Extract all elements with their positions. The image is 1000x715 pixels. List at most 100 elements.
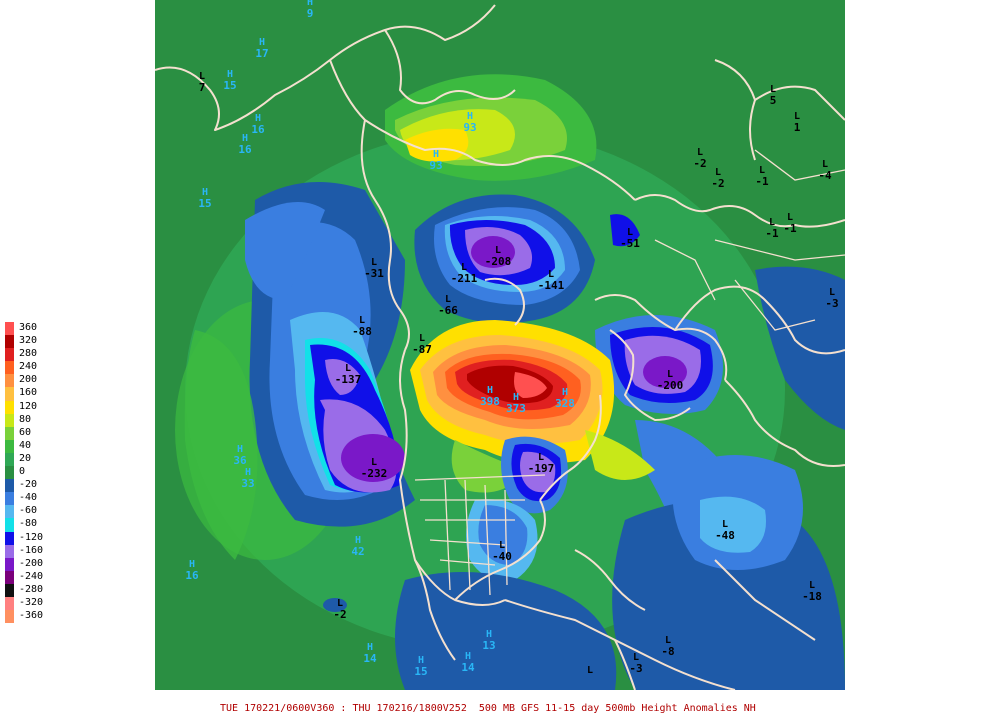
legend-swatch [5,335,14,349]
anomaly-value: -141 [538,279,565,292]
anomaly-value: -2 [711,177,724,190]
anomaly-value: 5 [770,94,777,107]
legend-swatch [5,518,14,532]
coastlines [155,4,845,690]
legend-entry: 80 [5,413,45,427]
high-marker: H [433,149,439,160]
legend-swatch [5,557,14,571]
legend-swatch [5,452,14,467]
anomaly-value: -232 [361,467,388,480]
legend-entry: -200 [5,557,45,571]
anomaly-map: H9H17L7H15H16H16H15H93H93L5L1L-2L-2L-1L-… [155,0,845,690]
legend-label: 120 [19,400,38,412]
anomaly-value: -137 [335,373,362,386]
high-marker: H [562,387,568,398]
legend-entry: 240 [5,361,45,375]
low-marker: L [697,147,703,158]
high-marker: H [465,651,471,662]
legend-swatch [5,466,14,480]
legend-label: -360 [19,610,44,622]
legend-swatch [5,544,14,558]
low-marker: L [371,257,377,268]
anomaly-value: 1 [794,121,801,134]
legend-swatch [5,479,14,493]
low-marker: L [199,71,205,82]
low-marker: L [770,84,776,95]
high-marker: H [486,629,492,640]
low-marker: L [587,665,593,676]
anomaly-value: 93 [463,121,476,134]
color-legend: 360 320 280 240 200 160 120 80 60 40 20 0 -20 -40 -60-… [5,322,45,624]
legend-label: -120 [19,531,44,543]
low-marker: L [627,227,633,238]
legend-swatch [5,400,14,414]
anomaly-value: -1 [755,175,769,188]
anomaly-value: -88 [352,325,372,338]
legend-label: 0 [19,466,26,478]
legend-label: -200 [19,557,44,569]
low-marker: L [794,111,800,122]
legend-swatch [5,610,14,624]
anomaly-value: 328 [555,397,575,410]
anomaly-value: 14 [363,652,377,665]
anomaly-value: 15 [414,665,427,678]
legend-swatch [5,492,14,506]
legend-entry: 280 [5,348,45,362]
legend-entry: 200 [5,374,45,388]
low-marker: L [722,519,728,530]
anomaly-value: -197 [528,462,555,475]
legend-entry: 60 [5,426,45,440]
anomaly-value: -4 [818,169,832,182]
anomaly-value: -2 [333,608,346,621]
anomaly-value: -87 [412,343,432,356]
low-marker: L [715,167,721,178]
legend-entry: -280 [5,583,45,597]
legend-label: 80 [19,413,32,425]
low-marker: L [419,333,425,344]
anomaly-value: 16 [238,143,252,156]
low-marker: L [371,457,377,468]
legend-swatch [5,348,14,362]
low-marker: L [548,269,554,280]
legend-label: -320 [19,596,44,608]
political-borders [414,149,845,596]
anomaly-value: -66 [438,304,458,317]
legend-entry: -360 [5,610,45,624]
high-marker: H [245,467,251,478]
high-marker: H [487,385,493,396]
anomaly-value: -208 [485,255,512,268]
legend-label: -80 [19,518,38,530]
legend-swatch [5,531,14,545]
anomaly-value: -211 [451,272,478,285]
anomaly-value: 7 [199,81,206,94]
legend-label: -60 [19,505,38,517]
legend-label: 40 [19,439,32,451]
legend-entry: -60 [5,505,45,519]
anomaly-value: -200 [657,379,684,392]
legend-entry: 0 [5,466,45,480]
legend-entry: -320 [5,596,45,611]
legend-swatch [5,322,14,336]
legend-label: -40 [19,492,38,504]
anomaly-value: -8 [661,645,674,658]
legend-entry: 360 [5,322,45,336]
legend-entry: -240 [5,570,45,584]
legend-swatch [5,505,14,519]
legend-swatch [5,374,14,388]
anomaly-value: -51 [620,237,640,250]
anomaly-value: 33 [241,477,254,490]
anomaly-value: -48 [715,529,735,542]
legend-label: -280 [19,583,44,595]
low-marker: L [787,212,793,223]
anomaly-value: -3 [629,662,642,675]
legend-label: 320 [19,335,38,347]
anomaly-value: 16 [185,569,199,582]
legend-label: 160 [19,387,38,399]
legend-label: 360 [19,322,38,333]
legend-entry: 20 [5,452,45,467]
legend-entry: 40 [5,439,45,453]
high-marker: H [307,0,313,8]
anomaly-value: 17 [255,47,268,60]
low-marker: L [345,363,351,374]
high-marker: H [227,69,233,80]
